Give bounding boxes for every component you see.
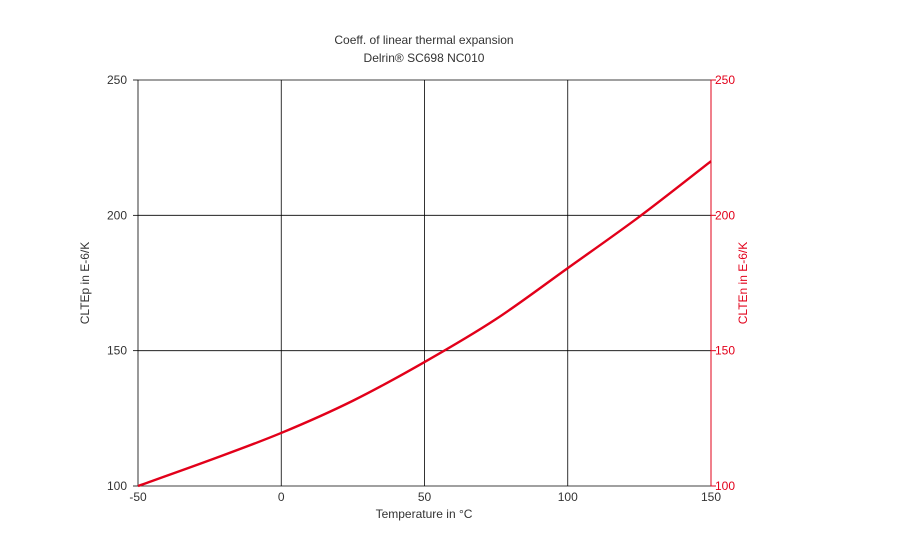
y-tick-label-right: 250	[715, 73, 735, 87]
x-tick-label: 0	[278, 490, 285, 504]
y-tick-label-right: 200	[715, 208, 735, 222]
axes	[133, 79, 716, 487]
chart-title: Coeff. of linear thermal expansion	[334, 33, 513, 47]
y-tick-label-left: 150	[107, 344, 127, 358]
series-line	[137, 160, 712, 488]
x-tick-label: 150	[701, 490, 721, 504]
y-axis-label-right: CLTEn in E-6/K	[736, 242, 750, 324]
chart-subtitle: Delrin® SC698 NC010	[364, 51, 485, 65]
y-tick-label-left: 200	[107, 208, 127, 222]
x-axis-label: Temperature in °C	[376, 507, 473, 521]
y-tick-label-right: 100	[715, 479, 735, 493]
x-tick-label: 100	[558, 490, 578, 504]
x-tick-label: -50	[129, 490, 147, 504]
y-tick-label-right: 150	[715, 344, 735, 358]
grid	[137, 79, 712, 487]
series	[137, 160, 712, 488]
x-tick-label: 50	[418, 490, 432, 504]
y-axis-label-left: CLTEp in E-6/K	[78, 242, 92, 324]
y-tick-label-left: 100	[107, 479, 127, 493]
y-tick-label-left: 250	[107, 73, 127, 87]
